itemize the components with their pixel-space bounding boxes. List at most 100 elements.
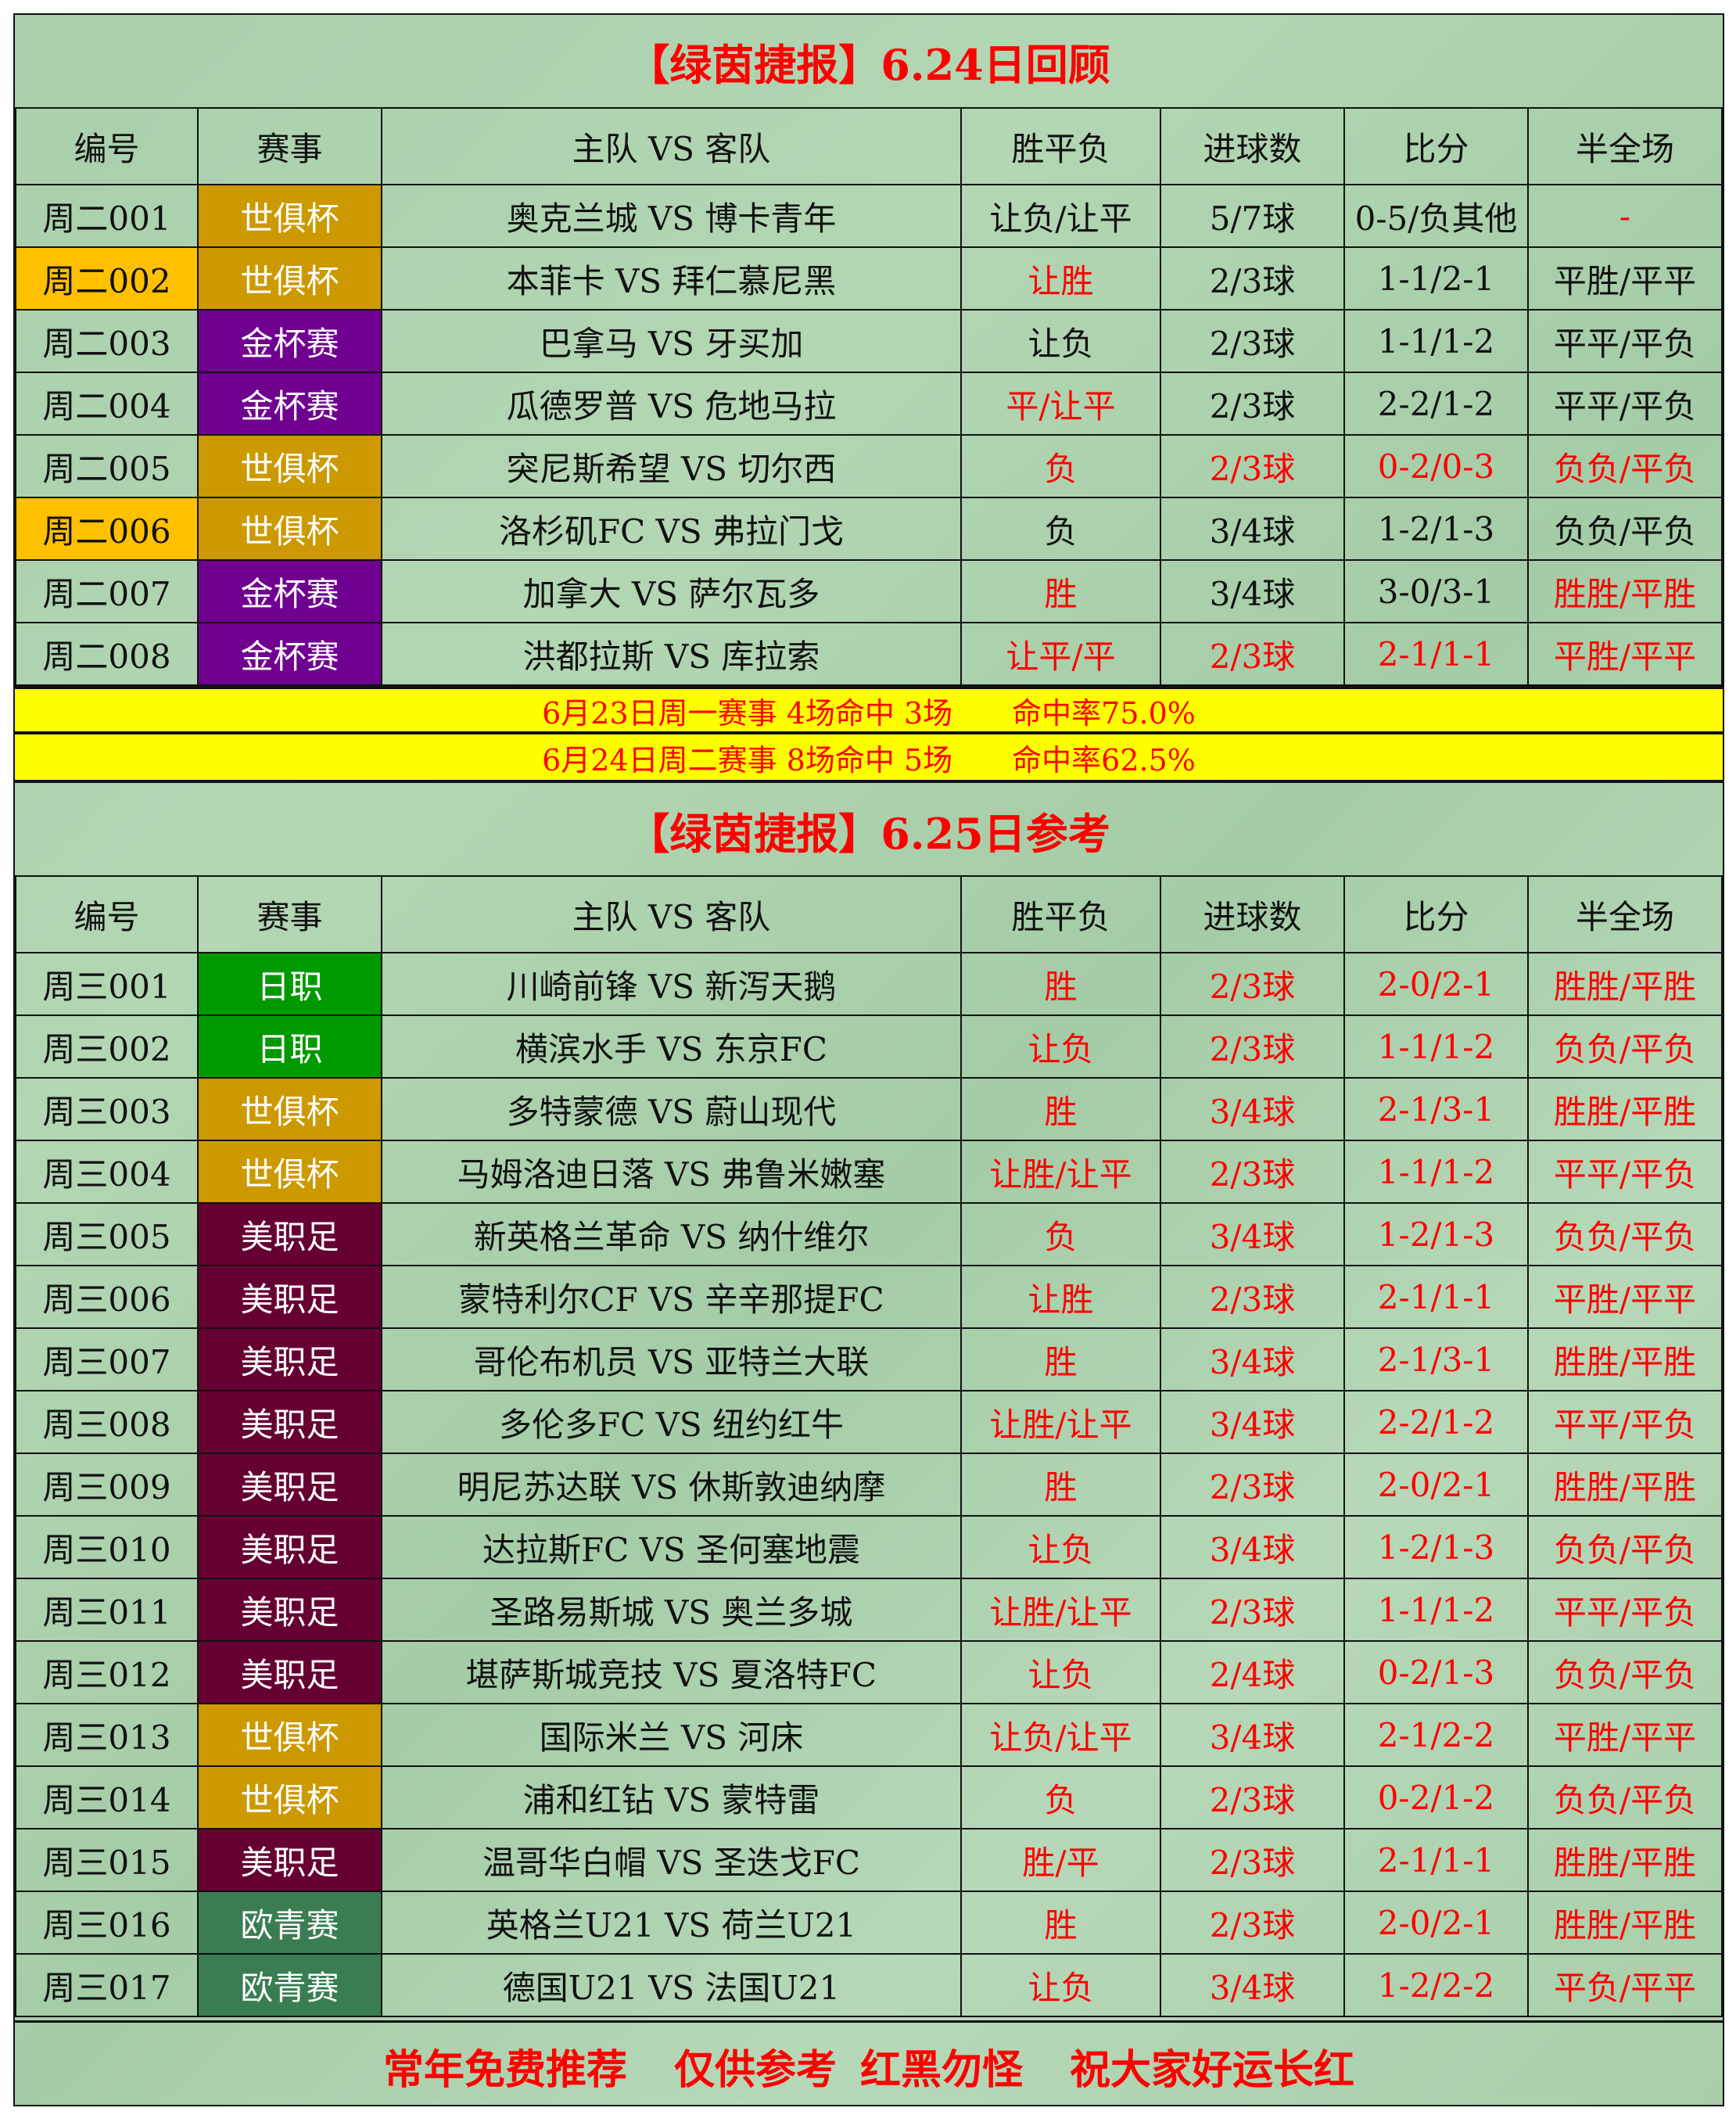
result-cell: 让胜/让平 [960,1390,1161,1454]
column-header: 赛事 [197,107,382,185]
competition-cell: 欧青赛 [197,1891,382,1955]
table-row: 周二005 世俱杯 突尼斯希望 VS 切尔西负 2/3球 0-2/0-3 负负/平负 [15,434,1723,498]
competition-cell: 日职 [197,1014,382,1079]
result-cell: 胜 [960,952,1161,1016]
half-full-cell: 胜胜/平胜 [1527,1828,1723,1892]
table-row: 周三012 美职足 堪萨斯城竞技 VS 夏洛特FC 让负 2/4球 0-2/1-3 负负/平… [15,1640,1723,1704]
table-row: 周二002 世俱杯 本菲卡 VS 拜仁慕尼黑 让胜 2/3球 1-1/2-1 平胜/平平 [15,246,1723,311]
column-header: 胜平负 [960,875,1161,953]
score-cell: 3-0/3-1 [1343,559,1529,623]
competition-cell: 世俱杯 [197,1765,382,1830]
id-cell: 周三013 [15,1703,199,1767]
result-cell: 让平/平 [960,622,1161,686]
footer-text: 常年免费推荐 [382,2045,627,2094]
result-cell: 让负/让平 [960,1703,1161,1767]
competition-cell: 美职足 [197,1327,382,1391]
id-cell: 周三009 [15,1452,199,1517]
match-cell: 明尼苏达联 VS 休斯敦迪纳摩 [381,1452,962,1517]
table-row: 周三010 美职足 达拉斯FC VS 圣何塞地震 让负 3/4球 1-2/1-3 负负/平负 [15,1515,1723,1579]
half-full-cell: - [1527,184,1723,248]
half-full-cell: 胜胜/平胜 [1527,559,1723,623]
id-cell: 周二001 [15,184,199,248]
id-cell: 周二002 [15,246,199,311]
id-cell: 周三017 [15,1953,199,2017]
result-cell: 胜 [960,1891,1161,1955]
table-row: 周三007 美职足 哥伦布机员 VS 亚特兰大联胜 3/4球 2-1/3-1 胜胜/平胜 [15,1327,1723,1391]
score-cell: 0-2/1-2 [1343,1765,1529,1830]
competition-cell: 美职足 [197,1578,382,1642]
prediction-sheet: 【绿茵捷报】6.24日回顾 编号 赛事 主队 VS 客队 胜平负 进球数 比分 半全场 周二0… [13,13,1724,2106]
table-row: 周二006 世俱杯 洛杉矶FC VS 弗拉门戈负 3/4球 1-2/1-3 负负/平负 [15,497,1723,561]
score-cell: 1-2/1-3 [1343,1515,1529,1579]
column-header: 半全场 [1527,875,1723,953]
result-cell: 负 [960,1202,1161,1266]
footer-text: 红黑勿怪 [860,2045,1024,2094]
match-cell: 加拿大 VS 萨尔瓦多 [381,559,962,623]
half-full-cell: 胜胜/平胜 [1527,1327,1723,1391]
id-cell: 周二006 [15,497,199,561]
result-cell: 胜 [960,559,1161,623]
match-cell: 突尼斯希望 VS 切尔西 [381,434,962,498]
goals-cell: 3/4球 [1160,1390,1345,1454]
goals-cell: 2/3球 [1160,309,1345,373]
id-cell: 周三001 [15,952,199,1016]
half-full-cell: 平平/平负 [1527,1578,1723,1642]
header-row: 编号 赛事 主队 VS 客队 胜平负 进球数 比分 半全场 [15,875,1723,953]
half-full-cell: 胜胜/平胜 [1527,1077,1723,1141]
preview-table: 编号 赛事 主队 VS 客队 胜平负 进球数 比分 半全场 周三001 日职 川崎前锋 VS 新泻… [15,875,1723,2017]
score-cell: 1-1/1-2 [1343,1578,1529,1642]
match-cell: 堪萨斯城竞技 VS 夏洛特FC [381,1640,962,1704]
competition-cell: 世俱杯 [197,434,382,498]
score-cell: 2-0/2-1 [1343,952,1529,1016]
result-cell: 让胜 [960,246,1161,311]
goals-cell: 2/3球 [1160,1014,1345,1079]
competition-cell: 美职足 [197,1828,382,1892]
goals-cell: 2/3球 [1160,246,1345,311]
table-row: 周二003 金杯赛 巴拿马 VS 牙买加 让负 2/3球 1-1/1-2 平平/平负 [15,309,1723,373]
summary-row: 6月24日周二赛事 8场命中 5场 命中率62.5% [15,731,1723,780]
table-row: 周三001 日职 川崎前锋 VS 新泻天鹅胜 2/3球 2-0/2-1 胜胜/平胜 [15,952,1723,1016]
score-cell: 0-2/1-3 [1343,1640,1529,1704]
footer-slogan: 常年免费推荐 仅供参考 红黑勿怪 祝大家好运长红 [15,2020,1723,2109]
competition-cell: 美职足 [197,1640,382,1704]
match-cell: 达拉斯FC VS 圣何塞地震 [381,1515,962,1579]
competition-cell: 世俱杯 [197,184,382,248]
result-cell: 胜/平 [960,1828,1161,1892]
table-row: 周三002 日职 横滨水手 VS 东京FC 让负 2/3球 1-1/1-2 负负/平负 [15,1014,1723,1079]
result-cell: 让负 [960,1014,1161,1079]
score-cell: 2-0/2-1 [1343,1452,1529,1517]
score-cell: 2-1/2-2 [1343,1703,1529,1767]
score-cell: 2-1/1-1 [1343,622,1529,686]
column-header: 主队 VS 客队 [381,875,962,953]
competition-cell: 金杯赛 [197,309,382,373]
match-cell: 蒙特利尔CF VS 辛辛那提FC [381,1265,962,1329]
goals-cell: 2/3球 [1160,1891,1345,1955]
half-full-cell: 平平/平负 [1527,309,1723,373]
goals-cell: 3/4球 [1160,1953,1345,2017]
half-full-cell: 胜胜/平胜 [1527,1891,1723,1955]
result-cell: 让负 [960,1640,1161,1704]
header-row: 编号 赛事 主队 VS 客队 胜平负 进球数 比分 半全场 [15,107,1723,185]
goals-cell: 2/3球 [1160,622,1345,686]
match-cell: 多伦多FC VS 纽约红牛 [381,1390,962,1454]
goals-cell: 2/3球 [1160,952,1345,1016]
score-cell: 2-2/1-2 [1343,372,1529,436]
score-cell: 2-1/1-1 [1343,1265,1529,1329]
result-cell: 让负 [960,309,1161,373]
match-cell: 圣路易斯城 VS 奥兰多城 [381,1578,962,1642]
half-full-cell: 平平/平负 [1527,1390,1723,1454]
goals-cell: 2/3球 [1160,1578,1345,1642]
result-cell: 负 [960,1765,1161,1830]
id-cell: 周三006 [15,1265,199,1329]
id-cell: 周二007 [15,559,199,623]
column-header: 半全场 [1527,107,1723,185]
column-header: 进球数 [1160,107,1345,185]
competition-cell: 世俱杯 [197,497,382,561]
competition-cell: 美职足 [197,1452,382,1517]
goals-cell: 2/3球 [1160,372,1345,436]
table-row: 周三004 世俱杯 马姆洛迪日落 VS 弗鲁米嫩塞 让胜/让平 2/3球 1-1/1-2 平… [15,1140,1723,1204]
score-cell: 1-1/1-2 [1343,309,1529,373]
half-full-cell: 平胜/平平 [1527,1265,1723,1329]
id-cell: 周三008 [15,1390,199,1454]
goals-cell: 3/4球 [1160,559,1345,623]
